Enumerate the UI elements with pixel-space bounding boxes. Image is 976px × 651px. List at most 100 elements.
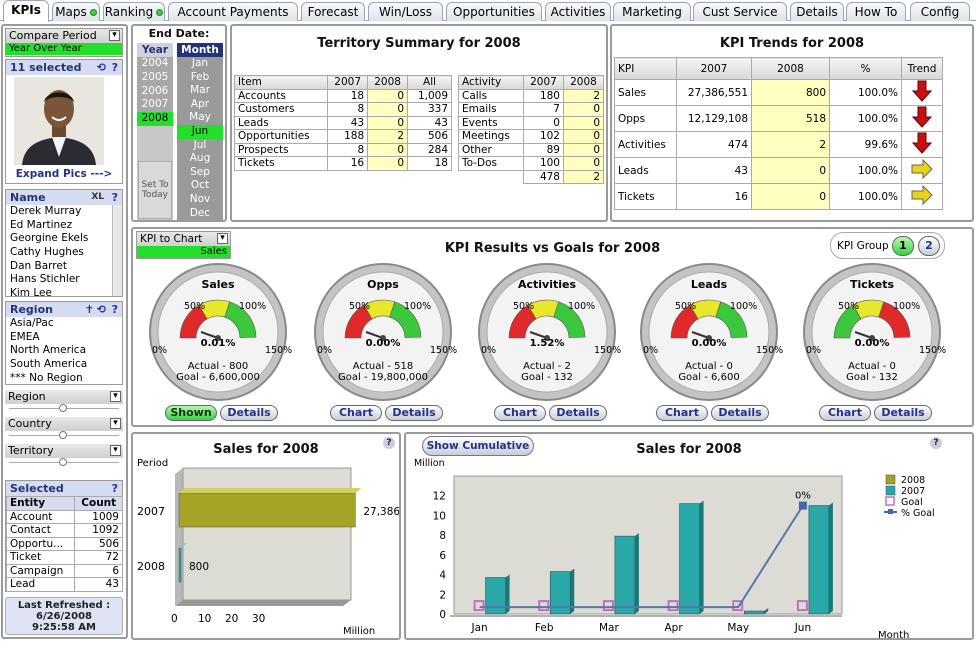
column-header[interactable]: Trend [901,57,943,80]
month-option[interactable]: Nov [189,192,211,205]
column-header[interactable]: % [829,57,902,80]
kpi-to-chart-value[interactable]: Sales [137,246,230,258]
bar[interactable] [178,492,356,528]
chart-button[interactable]: Chart [656,405,708,421]
show-cumulative-button[interactable]: Show Cumulative [422,436,534,456]
tab-marketing[interactable]: Marketing [613,2,691,21]
refresh-icon[interactable]: ⟲ [96,303,106,316]
tab-cust-service[interactable]: Cust Service [693,2,787,21]
filter-slider[interactable] [5,458,123,468]
goal-marker[interactable] [602,600,614,612]
column-header[interactable]: KPI [614,57,677,80]
help-icon[interactable]: ? [930,437,942,449]
region-list-item[interactable]: *** No Region [10,371,83,384]
set-to-today-button[interactable]: Set To Today [138,161,172,219]
column-header[interactable]: 2008 [751,57,830,80]
help-icon[interactable]: ? [111,482,118,495]
goal-marker[interactable] [538,600,550,612]
pct-goal-point[interactable] [798,501,807,510]
details-button[interactable]: Details [220,405,278,421]
refresh-icon[interactable]: ⟲ [96,61,106,74]
month-option[interactable]: Jul [193,138,207,151]
entity-row[interactable]: Opportu... 506 [5,536,123,551]
goal-marker[interactable] [473,600,485,612]
slider-handle[interactable] [59,431,67,439]
column-header[interactable]: 2008 [367,75,409,90]
year-option[interactable]: 2006 [137,84,173,99]
column-header[interactable]: Activity [458,75,524,90]
year-option[interactable]: 2005 [137,70,173,85]
column-header[interactable]: 2007 [522,75,564,90]
name-list-item[interactable]: Hans Stichler [10,273,80,286]
bar-2007[interactable] [614,535,636,615]
month-option[interactable]: Jan [191,57,209,69]
chart-button[interactable]: Chart [330,405,382,421]
filter-slider[interactable] [5,431,123,441]
tab-opportunities[interactable]: Opportunities [446,2,542,21]
details-button[interactable]: Details [711,405,769,421]
excel-icon[interactable]: XL [91,192,104,202]
help-icon[interactable]: ? [111,61,118,74]
dropdown-icon[interactable]: ▾ [109,30,120,41]
tab-activities[interactable]: Activities [545,2,611,21]
region-list-item[interactable]: EMEA [10,330,40,343]
kpi-trend-row[interactable]: Leads 43 0 100.0% [614,157,943,184]
expand-pics-button[interactable]: Expand Pics ---> [15,168,113,180]
month-option[interactable]: Apr [190,97,210,110]
goal-marker[interactable] [732,600,744,612]
details-button[interactable]: Details [385,405,443,421]
shown-button[interactable]: Shown [165,405,217,421]
compare-period-value[interactable]: Year Over Year [6,43,122,55]
kpi-group-1-button[interactable]: 1 [892,236,914,256]
entity-row[interactable]: Contact 1092 [5,523,123,538]
scrollbar[interactable] [112,205,122,296]
name-list-item[interactable]: Kim Lee [10,287,52,297]
help-icon[interactable]: ? [111,191,118,204]
month-option[interactable]: Dec [189,206,211,219]
month-option[interactable]: Mar [190,84,210,97]
month-option[interactable]: May [189,111,211,124]
month-option[interactable]: Sep [190,165,210,178]
region-list-item[interactable]: South America [10,358,88,371]
tab-config[interactable]: Config [910,2,970,21]
bar-2007[interactable] [485,577,506,615]
tab-kpis[interactable]: KPIs [3,0,49,22]
details-button[interactable]: Details [874,405,932,421]
dropdown-icon[interactable]: ▾ [110,445,121,456]
bar-2007[interactable] [679,503,700,615]
pin-icon[interactable]: ✝ [84,303,94,316]
kpi-trend-row[interactable]: Sales 27,386,551 800 100.0% [614,79,943,106]
kpi-trend-row[interactable]: Activities 474 2 99.6% [614,131,943,158]
kpi-group-2-button[interactable]: 2 [918,236,940,256]
column-header[interactable]: 2007 [676,57,752,80]
month-option[interactable]: Aug [189,152,211,165]
count-column-header[interactable]: Count [74,496,123,511]
slider-handle[interactable] [59,404,67,412]
entity-row[interactable]: Ticket 72 [5,550,123,565]
month-option[interactable]: Oct [190,179,210,192]
name-list-item[interactable]: Ed Martinez [10,218,73,231]
dropdown-icon[interactable]: ▾ [110,418,121,429]
name-list-item[interactable]: Derek Murray [10,205,82,217]
tab-maps[interactable]: Maps [52,2,100,21]
tab-ranking[interactable]: Ranking [103,2,165,21]
region-list-item[interactable]: North America [10,344,87,357]
column-header[interactable]: 2008 [562,75,605,90]
column-header[interactable]: 2007 [327,75,369,90]
year-option[interactable]: 2007 [137,98,173,113]
tab-how-to[interactable]: How To [846,2,906,21]
column-header[interactable]: Item [233,75,329,90]
entity-row[interactable]: Account 1009 [5,509,123,524]
name-list-item[interactable]: Cathy Hughes [10,246,84,259]
kpi-trend-row[interactable]: Tickets 16 0 100.0% [614,183,943,210]
region-list-item[interactable]: Asia/Pac [10,317,54,329]
month-option[interactable]: Feb [190,70,210,83]
bar[interactable] [178,547,182,583]
goal-marker[interactable] [667,600,679,612]
goal-marker[interactable] [796,600,808,612]
help-icon[interactable]: ? [111,303,118,316]
bar-2007[interactable] [808,505,830,615]
column-header[interactable]: All [407,75,452,90]
tab-win-loss[interactable]: Win/Loss [368,2,443,21]
help-icon[interactable]: ? [383,437,395,449]
